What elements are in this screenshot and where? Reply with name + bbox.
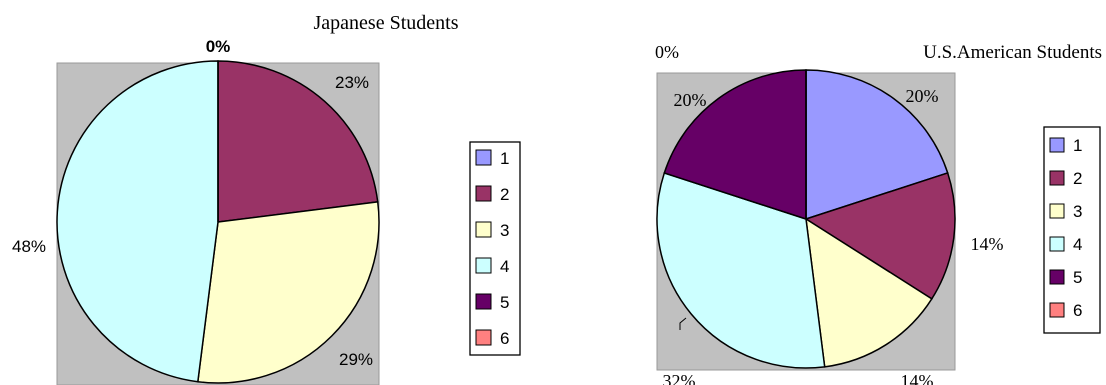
legend-label-3: 3 xyxy=(1073,202,1082,221)
legend-label-5: 5 xyxy=(500,293,509,312)
pie-slice-2 xyxy=(804,172,956,300)
legend: 1 2 3 4 5 6 xyxy=(1043,126,1101,334)
legend-label-6: 6 xyxy=(1073,301,1082,320)
legend-swatch-1 xyxy=(475,149,492,166)
legend-swatch-2 xyxy=(475,185,492,202)
chart-title: Japanese Students xyxy=(314,12,459,34)
data-label: 0% xyxy=(206,37,231,56)
legend-swatch-6 xyxy=(1049,302,1065,318)
data-label: 29% xyxy=(339,350,373,369)
legend: 1 2 3 4 5 6 xyxy=(469,141,521,356)
pie-slice-4 xyxy=(56,60,219,383)
data-label: 23% xyxy=(335,73,369,92)
legend-swatch-6 xyxy=(475,329,492,346)
leader-line xyxy=(679,317,687,330)
legend-swatch-2 xyxy=(1049,170,1065,186)
pie-slice-4 xyxy=(656,172,826,369)
legend-label-6: 6 xyxy=(500,329,509,348)
pie-slice-3 xyxy=(196,200,380,384)
data-label: 32% xyxy=(663,371,696,385)
legend-label-1: 1 xyxy=(500,149,509,168)
chart-japanese: Japanese Students 0% 23% 29% 48% 1 2 3 4 5 6 xyxy=(12,12,521,385)
legend-swatch-4 xyxy=(475,257,492,274)
pie-slice-2 xyxy=(217,60,379,223)
pie-slice-5 xyxy=(663,69,807,221)
legend-label-3: 3 xyxy=(500,221,509,240)
legend-swatch-5 xyxy=(475,293,492,310)
data-label: 0% xyxy=(655,42,679,62)
chart-american: 0% U.S.American Students 20% 14% 14% 32%… xyxy=(655,42,1102,385)
pie-slice-1 xyxy=(805,69,949,221)
legend-label-2: 2 xyxy=(500,185,509,204)
pie-slice-3 xyxy=(805,217,933,368)
legend-box xyxy=(469,141,521,356)
legend-swatch-5 xyxy=(1049,269,1065,285)
legend-box xyxy=(1043,126,1101,334)
legend-swatch-3 xyxy=(1049,203,1065,219)
legend-swatch-3 xyxy=(475,221,492,238)
pie-slices xyxy=(656,69,956,369)
data-label: 48% xyxy=(12,237,46,256)
legend-label-4: 4 xyxy=(500,257,509,276)
chart-title: U.S.American Students xyxy=(923,42,1102,63)
data-labels: 0% 23% 29% 48% xyxy=(12,37,373,369)
data-label: 14% xyxy=(901,371,934,385)
legend-swatch-1 xyxy=(1049,137,1065,153)
data-labels: 20% 14% 14% 32% 20% xyxy=(663,86,1004,385)
pie-slices xyxy=(56,60,380,384)
data-label: 14% xyxy=(971,234,1004,254)
legend-swatch-4 xyxy=(1049,236,1065,252)
legend-label-4: 4 xyxy=(1073,235,1082,254)
data-label: 20% xyxy=(674,90,707,110)
legend-label-1: 1 xyxy=(1073,136,1082,155)
data-label: 20% xyxy=(906,86,939,106)
legend-label-2: 2 xyxy=(1073,169,1082,188)
legend-label-5: 5 xyxy=(1073,268,1082,287)
